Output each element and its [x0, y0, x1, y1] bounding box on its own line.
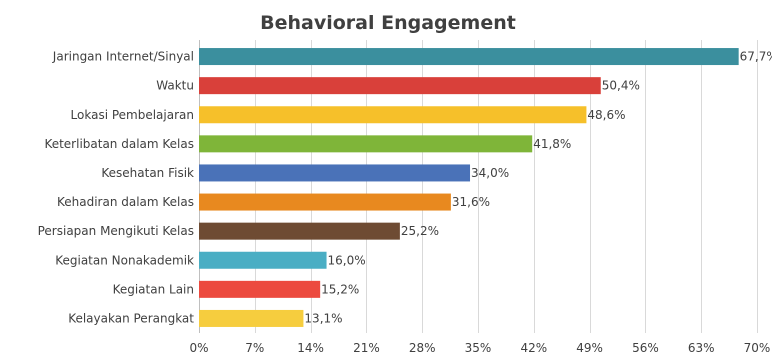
data-labels: 67,7% 50,4% 48,6% 41,8% 34,0% 31,6% 25,2% 16,0%… [304, 50, 772, 326]
category-label-9: Kegiatan Lain [113, 282, 194, 296]
tick-label-14: 14% [297, 341, 324, 355]
data-label-9: 15,2% [321, 282, 359, 296]
tick-labels: 0% 7% 14% 21% 28% 35% 42% 49% 56% 63% 70% [189, 341, 770, 355]
tick-label-70: 70% [744, 341, 771, 355]
bar-6 [199, 193, 451, 211]
bar-4 [199, 135, 533, 153]
tick-label-21: 21% [353, 341, 380, 355]
tick-label-49: 49% [576, 341, 603, 355]
data-label-5: 34,0% [471, 166, 509, 180]
tick-label-28: 28% [409, 341, 436, 355]
data-label-10: 13,1% [304, 311, 342, 325]
tick-label-35: 35% [465, 341, 492, 355]
bar-8 [199, 251, 327, 269]
category-label-4: Keterlibatan dalam Kelas [44, 137, 194, 151]
bar-5 [199, 164, 471, 182]
category-label-6: Kehadiran dalam Kelas [57, 195, 194, 209]
chart-title: Behavioral Engagement [260, 12, 516, 34]
tick-label-63: 63% [688, 341, 715, 355]
category-label-3: Lokasi Pembelajaran [71, 108, 194, 122]
tick-label-42: 42% [520, 341, 547, 355]
category-label-8: Kegiatan Nonakademik [55, 253, 194, 267]
bar-3 [199, 106, 587, 124]
data-label-7: 25,2% [401, 224, 439, 238]
data-label-2: 50,4% [602, 79, 640, 93]
data-label-8: 16,0% [328, 253, 366, 267]
category-label-7: Persiapan Mengikuti Kelas [38, 224, 194, 238]
data-label-6: 31,6% [452, 195, 490, 209]
bar-7 [199, 222, 400, 240]
category-label-1: Jaringan Internet/Sinyal [52, 50, 194, 64]
tick-label-56: 56% [632, 341, 659, 355]
tick-label-7: 7% [245, 341, 264, 355]
category-label-2: Waktu [156, 79, 194, 93]
category-labels: Jaringan Internet/Sinyal Waktu Lokasi Pemb… [38, 50, 195, 326]
category-label-10: Kelayakan Perangkat [68, 311, 194, 325]
bar-1 [199, 48, 739, 66]
tick-label-0: 0% [189, 341, 208, 355]
category-label-5: Kesehatan Fisik [101, 166, 194, 180]
data-label-1: 67,7% [740, 50, 772, 64]
data-label-4: 41,8% [533, 137, 571, 151]
bar-9 [199, 280, 321, 298]
bar-10 [199, 309, 304, 327]
bar-2 [199, 77, 601, 95]
bars [199, 48, 739, 327]
data-label-3: 48,6% [587, 108, 625, 122]
